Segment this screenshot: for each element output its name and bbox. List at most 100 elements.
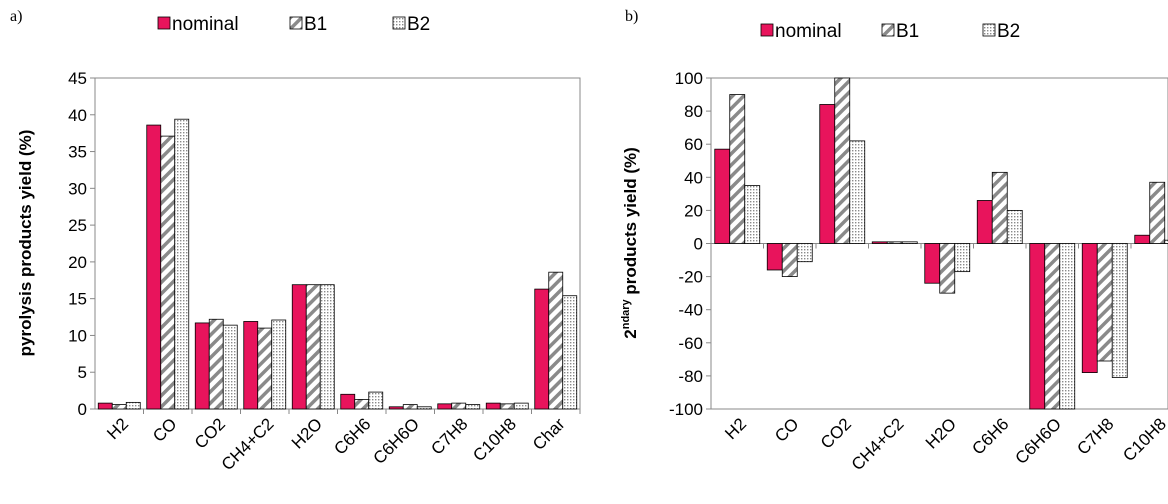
- bar-nominal-co: [766, 243, 783, 271]
- bar-b1-h2o: [305, 284, 321, 410]
- y-axis-label-a: pyrolysis products yield (%): [16, 130, 35, 357]
- bar-nominal-c10h8: [485, 402, 501, 410]
- bar-nominal-co: [146, 124, 162, 410]
- bar-b1-h2o: [939, 243, 956, 294]
- bar-nominal-c7h8: [1081, 243, 1098, 373]
- legend-label-nominal: nominal: [775, 21, 842, 42]
- y-tick-label: 25: [68, 216, 87, 235]
- bar-b1-co: [160, 135, 176, 410]
- bar-nominal-c10h8: [1134, 234, 1151, 244]
- y-tick-label: -40: [678, 301, 703, 320]
- bar-b2-h2o: [319, 284, 335, 410]
- bar-b1-co2: [834, 77, 851, 244]
- x-tick-label-h2o: H2O: [288, 414, 326, 452]
- bar-b2-c10h8: [513, 402, 529, 410]
- y-axis-label-b-sup: ndary: [620, 298, 632, 329]
- y-tick-label: -100: [669, 400, 703, 419]
- y-axis-label-b-rest: products yield (%): [621, 147, 640, 299]
- bar-b2-h2: [744, 185, 761, 244]
- bar-b1-ch4-c2: [886, 241, 903, 244]
- bar-nominal-h2o: [291, 284, 307, 410]
- bar-b1-c6h6: [354, 399, 370, 410]
- legend-label-b2: B2: [997, 21, 1020, 42]
- chart-panel-a: a) nominal B1 B2 0 5 10 15 20 25 30 35 40 45 H2 CO CO…: [10, 8, 581, 474]
- panel-b-tag: b): [625, 8, 638, 25]
- bar-b1-char: [548, 271, 564, 410]
- chart-panel-b: b) nominal B1 B2 -100 -80 -60 -40 -20 0 20 40 60 80…: [620, 8, 1168, 474]
- legend-swatch-b1: [881, 23, 895, 37]
- y-axis-label-b: 2ndary products yield (%): [620, 147, 640, 339]
- y-tick-label: -20: [678, 268, 703, 287]
- y-tick-label: 0: [694, 235, 703, 254]
- y-tick-label: 40: [684, 168, 703, 187]
- legend-swatch-b2: [392, 16, 406, 30]
- y-tick-label: 80: [684, 102, 703, 121]
- x-tick-label-c6h6: C6H6: [330, 414, 374, 458]
- legend-label-nominal: nominal: [172, 14, 239, 35]
- x-tick-label-h2o: H2O: [922, 414, 960, 452]
- bar-nominal-ch4-c2: [243, 321, 259, 410]
- bar-b2-co2: [222, 324, 238, 410]
- legend-label-b2: B2: [407, 14, 430, 35]
- x-tick-label-c6h6o: C6H6O: [1012, 414, 1066, 468]
- bar-b2-c7h8: [465, 404, 481, 410]
- bar-b2-co2: [849, 140, 866, 244]
- bar-nominal-c7h8: [437, 403, 453, 410]
- y-tick-label: 15: [68, 290, 87, 309]
- bar-b2-c6h6o: [1059, 243, 1076, 410]
- bar-nominal-c6h6: [340, 393, 356, 410]
- bars-b: [711, 77, 1168, 410]
- legend-label-b1: B1: [896, 21, 919, 42]
- legend-swatch-nominal: [760, 23, 774, 37]
- y-tick-label: 20: [68, 253, 87, 272]
- bar-b1-ch4-c2: [257, 327, 273, 410]
- y-axis-label-b-prefix: 2: [621, 329, 640, 338]
- legend-a: nominal B1 B2: [157, 14, 430, 35]
- x-tick-label-co2: CO2: [817, 414, 855, 452]
- bar-b1-c10h8: [499, 403, 515, 410]
- bar-b2-co: [174, 118, 190, 410]
- bar-b2-c6h6o: [416, 406, 432, 410]
- bar-b1-c7h8: [451, 402, 467, 410]
- x-tick-label-char: Char: [529, 414, 569, 454]
- y-tick-label: 45: [68, 69, 87, 88]
- y-tick-label: 10: [68, 326, 87, 345]
- y-tick-label: 0: [78, 400, 87, 419]
- bar-nominal-h2: [97, 402, 113, 410]
- bar-nominal-char: [534, 288, 550, 410]
- bar-b1-c6h6: [991, 171, 1008, 244]
- y-tick-label: -80: [678, 367, 703, 386]
- legend-label-b1: B1: [304, 14, 327, 35]
- bar-nominal-co2: [819, 104, 836, 244]
- x-tick-label-ch4-c2: CH4+C2: [848, 414, 908, 474]
- legend-b: nominal B1 B2: [760, 21, 1020, 42]
- x-tick-label-co: CO: [771, 414, 802, 445]
- legend-swatch-b1: [289, 16, 303, 30]
- bar-b1-h2: [111, 404, 127, 410]
- bar-nominal-ch4-c2: [871, 241, 888, 244]
- bar-b1-c6h6o: [402, 404, 418, 410]
- y-tick-label: 30: [68, 179, 87, 198]
- bar-b2-h2: [125, 401, 141, 410]
- x-tick-label-c7h8: C7H8: [427, 414, 471, 458]
- x-tick-label-c10h8: C10H8: [469, 414, 520, 465]
- x-tick-label-c10h8: C10H8: [1119, 414, 1168, 465]
- x-tick-label-h2: H2: [721, 414, 750, 443]
- legend-swatch-b2: [982, 23, 996, 37]
- bar-b1-h2: [729, 94, 746, 244]
- y-tick-label: 20: [684, 201, 703, 220]
- y-tick-label: 5: [78, 363, 87, 382]
- bar-b1-c6h6o: [1044, 243, 1061, 410]
- bar-nominal-h2o: [924, 243, 941, 284]
- bar-nominal-c6h6o: [388, 406, 404, 410]
- x-tick-label-co: CO: [149, 414, 180, 445]
- bar-b2-ch4-c2: [901, 241, 918, 244]
- bar-b2-c10h8: [1164, 239, 1168, 244]
- bar-b2-ch4-c2: [271, 319, 287, 410]
- x-tick-label-ch4-c2: CH4+C2: [218, 414, 278, 474]
- legend-swatch-nominal: [157, 16, 171, 30]
- y-axis-b: -100 -80 -60 -40 -20 0 20 40 60 80 100: [669, 69, 711, 419]
- y-tick-label: 60: [684, 135, 703, 154]
- bar-b1-c10h8: [1149, 181, 1166, 244]
- bar-b1-co: [781, 243, 798, 277]
